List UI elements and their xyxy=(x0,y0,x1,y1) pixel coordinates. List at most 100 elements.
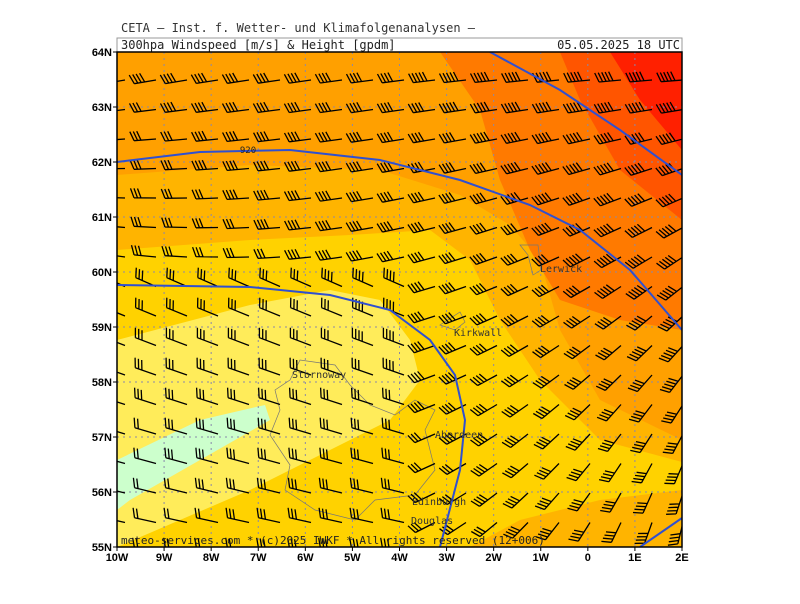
map-area: 920 Lerwick Kirkwall Stornoway Aberdeen Edin… xyxy=(117,52,682,547)
wind-barb xyxy=(253,189,281,201)
wind-barb xyxy=(345,250,374,262)
wind-barb xyxy=(133,387,157,406)
wind-barb xyxy=(284,249,312,260)
wind-barb xyxy=(531,222,560,237)
wind-barb xyxy=(563,344,591,360)
wind-barb xyxy=(593,101,622,114)
lon-label: 6W xyxy=(297,552,314,564)
wind-barb xyxy=(253,160,281,172)
wind-barb xyxy=(129,188,157,199)
wind-barb xyxy=(134,357,157,376)
lat-label: 55N xyxy=(92,542,112,554)
wind-barb xyxy=(469,101,498,114)
wind-barb xyxy=(352,267,374,288)
wind-barb xyxy=(287,507,312,524)
wind-barb xyxy=(166,267,188,288)
wind-barb xyxy=(535,522,560,541)
wind-barb xyxy=(320,297,343,317)
wind-barb xyxy=(501,71,529,83)
wind-barb xyxy=(190,72,219,85)
wind-barb xyxy=(562,101,591,114)
wind-barb xyxy=(500,253,529,266)
wind-barb xyxy=(320,327,343,347)
cities: Lerwick Kirkwall Stornoway Aberdeen Edinburg… xyxy=(292,264,582,527)
wind-barb xyxy=(283,131,312,143)
city-label: Edinburgh xyxy=(412,497,466,508)
wind-barb xyxy=(438,492,467,506)
wind-barb xyxy=(376,72,405,84)
wind-barb xyxy=(500,314,529,327)
wind-barb xyxy=(562,192,591,206)
wind-barb xyxy=(594,284,622,299)
wind-barb xyxy=(628,404,653,423)
wind-barb xyxy=(134,297,157,317)
wind-barb xyxy=(407,131,436,144)
wind-barb xyxy=(469,252,498,266)
wind-barb xyxy=(407,102,436,114)
wind-barb xyxy=(664,464,682,485)
wind-barb xyxy=(380,537,390,547)
wind-barb xyxy=(562,285,591,299)
wind-barb xyxy=(531,254,560,267)
wind-barb xyxy=(345,131,374,143)
wind-barb xyxy=(258,357,281,376)
valid-time: 05.05.2025 18 UTC xyxy=(557,38,680,52)
wind-barb xyxy=(655,193,682,208)
lat-label: 57N xyxy=(92,432,112,444)
wind-barb xyxy=(256,537,266,547)
wind-barb xyxy=(191,218,219,229)
lon-label: 7W xyxy=(250,552,267,564)
wind-barb xyxy=(469,313,498,326)
wind-barb xyxy=(469,403,498,417)
wind-barb xyxy=(634,522,653,545)
height-contour xyxy=(489,52,682,176)
wind-barb xyxy=(438,101,467,114)
wind-barb xyxy=(130,216,157,229)
wind-barb xyxy=(500,344,529,357)
wind-barb xyxy=(655,132,682,146)
lat-label: 61N xyxy=(92,212,112,224)
wind-barb xyxy=(222,189,250,201)
wind-barb xyxy=(117,401,126,406)
wind-barb xyxy=(221,101,250,114)
wind-barb xyxy=(593,253,622,269)
lon-label: 4W xyxy=(391,552,408,564)
wind-barb xyxy=(196,327,219,347)
wind-barb xyxy=(164,447,188,465)
wind-barb xyxy=(438,162,467,174)
wind-barb xyxy=(195,387,219,406)
wind-barb xyxy=(129,130,157,142)
wind-barb xyxy=(226,447,250,465)
wind-barb xyxy=(376,250,405,263)
wind-barb xyxy=(350,417,374,435)
wind-barb xyxy=(534,492,560,511)
wind-barb xyxy=(195,417,219,435)
wind-barb xyxy=(253,219,281,230)
wind-barb xyxy=(500,101,529,114)
wind-barb xyxy=(624,193,653,207)
height-contour xyxy=(639,517,682,547)
wind-barb xyxy=(407,251,436,264)
city-label: Lerwick xyxy=(540,264,582,275)
wind-barb xyxy=(407,341,436,354)
wind-barb xyxy=(469,282,498,296)
wind-barb xyxy=(381,417,405,435)
wind-barb xyxy=(165,297,188,317)
wind-barb xyxy=(469,131,498,144)
wind-barb xyxy=(160,188,188,199)
wind-barb xyxy=(345,220,374,232)
wind-barb xyxy=(376,221,405,233)
wind-barb xyxy=(222,160,250,172)
wind-barb xyxy=(381,447,405,465)
lat-label: 58N xyxy=(92,377,112,389)
wind-barb xyxy=(289,327,312,347)
wind-barb xyxy=(601,522,622,543)
wind-barb xyxy=(595,345,622,361)
wind-barb xyxy=(531,192,560,206)
wind-barb xyxy=(287,477,312,494)
wind-barb xyxy=(469,373,498,387)
wind-barb xyxy=(128,72,157,85)
lon-label: 5W xyxy=(344,552,361,564)
wind-barb xyxy=(562,162,591,176)
